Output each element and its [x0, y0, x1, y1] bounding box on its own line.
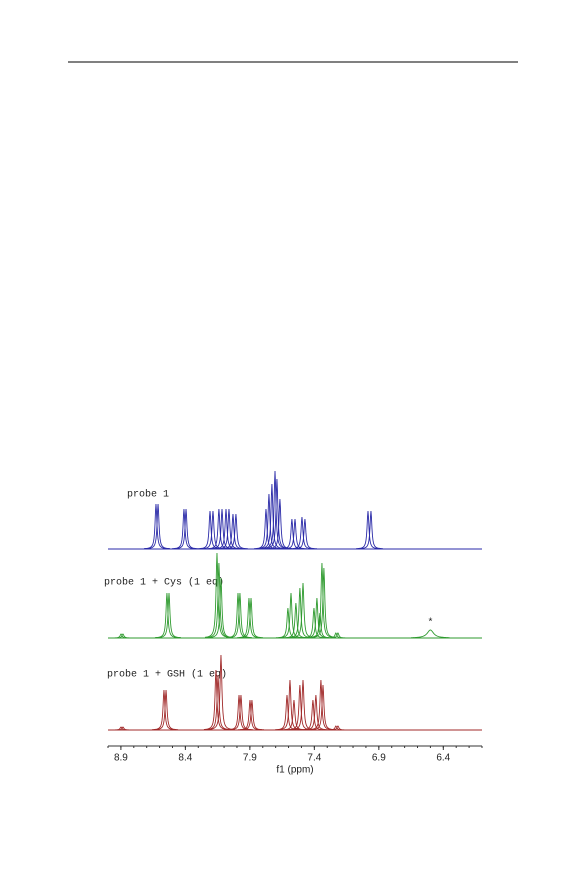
peak	[239, 699, 264, 731]
peak	[303, 694, 328, 731]
peak	[110, 726, 135, 731]
peak-annotation: *	[428, 617, 432, 628]
peak	[311, 567, 336, 638]
x-tick-label: 8.4	[178, 753, 192, 764]
peak	[146, 503, 171, 550]
peak	[110, 633, 135, 639]
peak	[358, 510, 383, 550]
peak	[325, 632, 350, 639]
peak	[277, 679, 302, 731]
peak	[238, 597, 264, 639]
peak	[282, 518, 308, 550]
peak	[310, 684, 336, 731]
x-tick-label: 7.9	[243, 753, 257, 764]
peak	[154, 689, 179, 731]
peak	[171, 508, 196, 550]
peak	[290, 582, 316, 638]
peak	[262, 470, 288, 549]
x-tick-label: 6.4	[436, 753, 450, 764]
peak	[228, 694, 253, 731]
peak	[278, 592, 304, 639]
peak	[223, 513, 248, 550]
x-tick-label: 6.9	[372, 753, 386, 764]
peak	[292, 518, 317, 550]
peak	[156, 592, 182, 639]
peak	[325, 725, 350, 731]
peak	[154, 592, 179, 639]
peak	[264, 478, 289, 549]
peak	[206, 562, 231, 638]
peak	[208, 654, 234, 730]
broad-peak	[411, 629, 450, 639]
peak	[203, 669, 228, 730]
peak	[151, 689, 176, 731]
peak	[173, 508, 199, 550]
x-axis-label: f1 (ppm)	[276, 765, 313, 776]
legend-label: probe 1 + Cys (1 eq)	[104, 577, 224, 589]
peak	[309, 562, 335, 638]
x-tick-label: 8.9	[114, 753, 128, 764]
peak	[227, 592, 252, 639]
x-tick-label: 7.4	[307, 753, 321, 764]
peak	[143, 503, 169, 550]
legend-label: probe 1	[127, 489, 169, 501]
legend-label: probe 1 + GSH (1 eq)	[107, 669, 227, 681]
peak	[204, 552, 230, 638]
